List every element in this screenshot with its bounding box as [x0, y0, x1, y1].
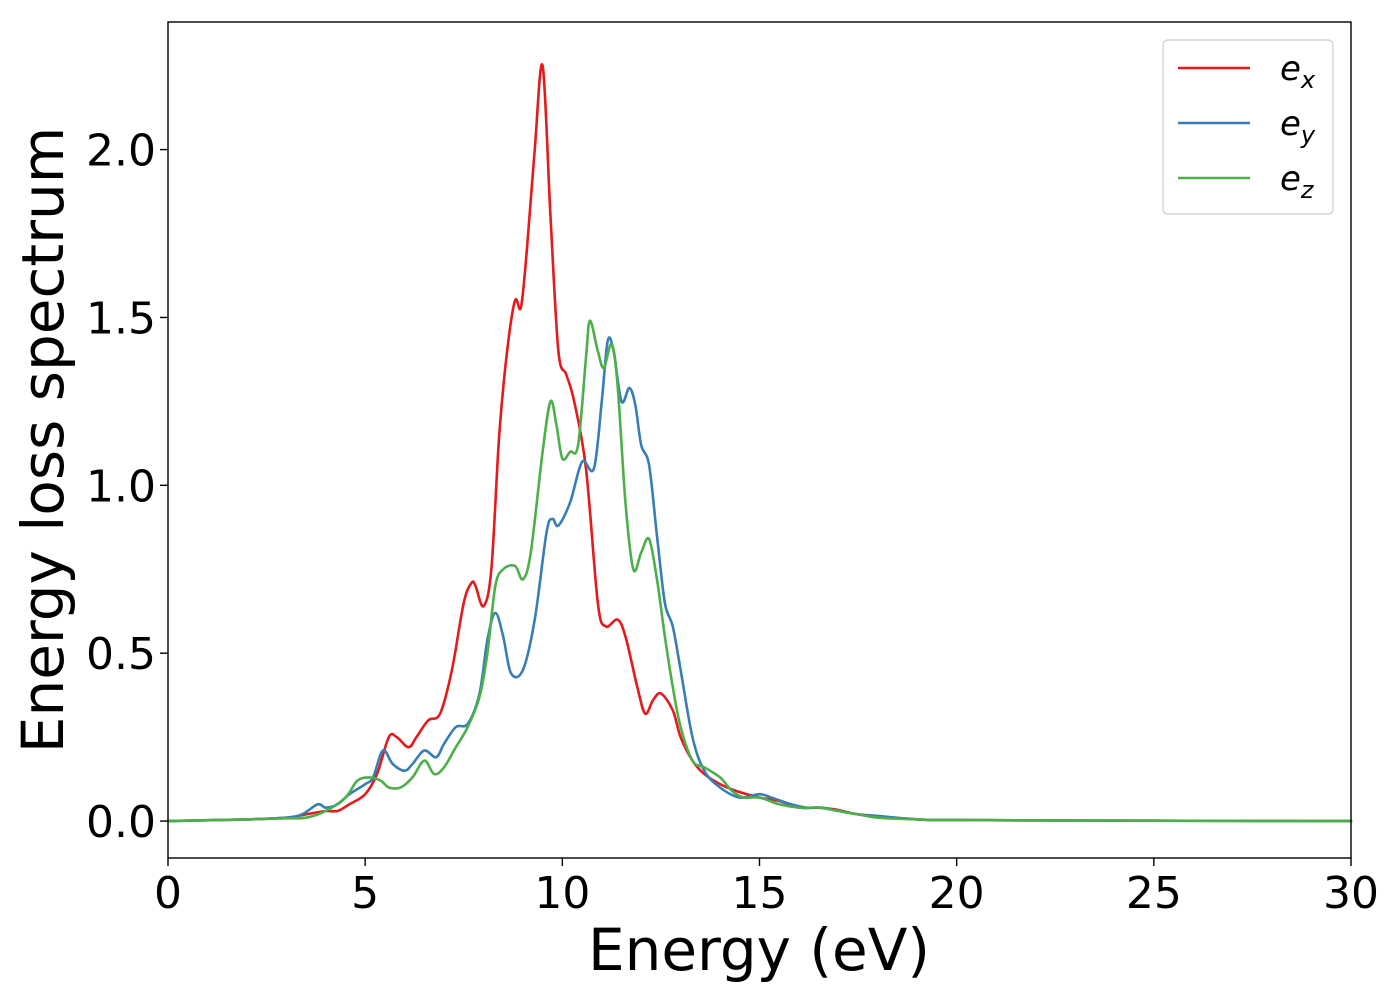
ticks-layer: 0 5 10 15 20 25 30 0.0 0.5 1.0 1.5 2.0 [86, 126, 1379, 919]
y-tick-label: 0.5 [86, 629, 156, 680]
y-tick-label: 0.0 [86, 797, 156, 848]
legend-box [1162, 39, 1334, 215]
legend-label-y: ey [1280, 104, 1316, 149]
x-tick-label: 20 [929, 868, 985, 919]
legend-label-x: ex [1280, 49, 1316, 94]
x-tick-label: 15 [732, 868, 788, 919]
y-tick-label: 1.5 [86, 293, 156, 344]
legend-label-z: ez [1280, 159, 1315, 204]
x-tick-label: 5 [351, 868, 379, 919]
series-layer [166, 63, 1353, 823]
y-tick-label: 2.0 [86, 126, 156, 177]
legend: ex ey ez [1162, 39, 1334, 215]
x-axis-title: Energy (eV) [588, 916, 930, 984]
series-line-y [166, 336, 1353, 823]
x-tick-label: 10 [534, 868, 590, 919]
x-tick-label: 25 [1126, 868, 1182, 919]
x-tick-label: 0 [154, 868, 182, 919]
x-tick-label: 30 [1323, 868, 1379, 919]
series-line-z [166, 319, 1353, 823]
y-tick-label: 1.0 [86, 461, 156, 512]
y-axis-title: Energy loss spectrum [9, 127, 77, 753]
legend-entries: ex ey ez [1178, 49, 1316, 204]
